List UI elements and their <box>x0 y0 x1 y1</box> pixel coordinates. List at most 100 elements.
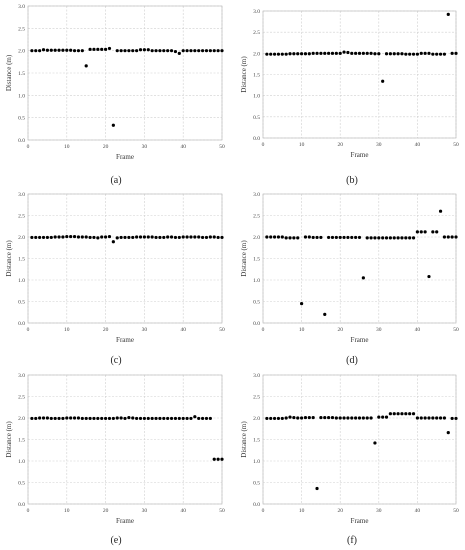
y-tick-label: 3.0 <box>253 192 260 198</box>
data-point <box>166 416 170 421</box>
data-point <box>303 52 308 56</box>
data-point <box>154 235 158 240</box>
data-point <box>34 235 38 240</box>
data-point <box>135 49 139 53</box>
data-point <box>431 230 435 234</box>
data-point <box>361 276 365 280</box>
data-point <box>280 52 284 56</box>
data-point <box>49 48 53 52</box>
data-point <box>92 235 96 240</box>
data-point <box>212 457 216 461</box>
data-point <box>338 416 342 420</box>
data-point <box>212 49 216 53</box>
y-tick-label: 0.5 <box>253 300 260 306</box>
data-point <box>408 52 412 56</box>
x-tick-label: 20 <box>103 327 109 333</box>
data-point <box>84 235 88 239</box>
data-point <box>315 51 319 55</box>
data-point <box>38 235 42 240</box>
data-point <box>104 47 108 51</box>
data-point <box>138 416 143 421</box>
data-point <box>404 52 408 56</box>
data-point <box>150 235 154 239</box>
data-point <box>212 235 216 239</box>
data-point <box>146 48 150 52</box>
x-tick-label: 20 <box>337 142 343 148</box>
panel-3: 0.0 0.5 1.0 1.5 2.0 2.5 3.0 0 10 20 30 40 50 Frame Dis… <box>5 192 225 366</box>
x-tick-label: 30 <box>376 327 382 333</box>
data-point <box>415 230 419 234</box>
data-point <box>173 416 178 421</box>
data-point <box>181 49 185 53</box>
data-point <box>173 235 178 240</box>
data-point <box>280 416 284 421</box>
data-point <box>384 415 389 419</box>
data-point <box>373 236 377 240</box>
y-tick-label: 3.0 <box>18 4 25 10</box>
y-tick-label: 3.0 <box>18 373 25 379</box>
data-point <box>454 235 458 239</box>
data-point <box>408 412 412 416</box>
data-point <box>88 47 92 51</box>
data-point <box>177 51 181 55</box>
data-point <box>162 49 166 53</box>
data-point <box>45 235 50 240</box>
data-point <box>284 52 288 56</box>
data-point <box>169 49 174 53</box>
data-point <box>388 236 392 240</box>
data-point <box>220 49 224 53</box>
data-point <box>388 412 392 416</box>
data-point <box>30 416 34 421</box>
data-point <box>381 236 385 240</box>
data-point <box>138 235 143 239</box>
data-point <box>150 49 154 53</box>
data-point <box>142 235 146 239</box>
data-point <box>280 235 284 239</box>
x-tick-label: 0 <box>262 327 265 333</box>
data-point <box>323 415 327 420</box>
data-point <box>435 416 439 420</box>
data-point <box>185 416 189 421</box>
data-point <box>193 235 197 239</box>
data-point <box>107 416 112 421</box>
data-point <box>365 416 369 420</box>
data-point <box>400 52 404 56</box>
data-point <box>201 235 205 240</box>
data-point <box>311 235 315 240</box>
x-tick-label: 30 <box>142 327 148 333</box>
x-tick-label: 40 <box>415 142 421 148</box>
x-tick-label: 20 <box>337 508 343 514</box>
data-point <box>276 235 281 239</box>
data-point <box>446 235 450 239</box>
data-point <box>377 236 381 240</box>
plot-frame <box>262 10 457 139</box>
y-tick-label: 2.5 <box>253 214 260 220</box>
data-point <box>38 416 42 420</box>
data-point <box>442 235 447 239</box>
panel-caption: (b) <box>346 175 358 186</box>
data-point <box>107 234 112 239</box>
x-tick-label: 0 <box>262 142 265 148</box>
data-point <box>34 49 38 53</box>
data-point <box>115 49 119 53</box>
data-point <box>158 416 162 421</box>
data-point <box>323 51 327 55</box>
data-point <box>45 48 50 52</box>
data-point <box>162 416 166 421</box>
y-axis-label: Distance (m) <box>240 421 248 458</box>
x-tick-label: 40 <box>180 327 186 333</box>
y-tick-label: 2.5 <box>253 30 260 36</box>
data-point <box>338 51 342 55</box>
y-tick-label: 1.0 <box>18 93 25 99</box>
data-point <box>284 416 288 420</box>
x-tick-label: 20 <box>337 327 343 333</box>
data-point <box>65 234 69 239</box>
data-point <box>284 236 288 240</box>
x-axis-label: Frame <box>351 151 369 159</box>
data-point <box>454 416 458 421</box>
y-axis-label: Distance (m) <box>5 54 13 91</box>
y-axis-label: Distance (m) <box>5 421 13 458</box>
data-point <box>296 236 300 240</box>
x-tick-label: 20 <box>103 508 109 514</box>
data-point <box>415 416 419 420</box>
